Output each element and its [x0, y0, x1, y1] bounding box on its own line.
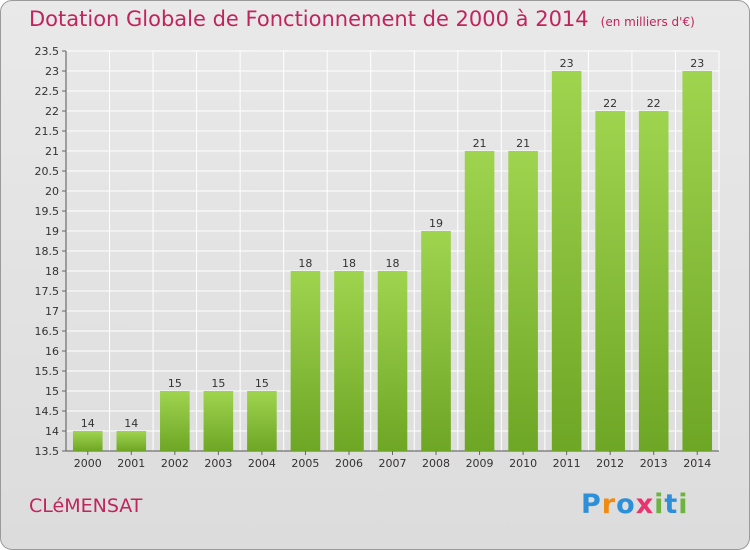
y-tick-label: 18.5	[35, 245, 60, 258]
y-tick-label: 23.5	[35, 45, 60, 58]
logo-letter: x	[635, 489, 655, 520]
y-tick-label: 22.5	[35, 85, 60, 98]
proxiti-logo: Proxiti	[581, 489, 689, 520]
bar	[595, 111, 625, 451]
logo-letter: i	[654, 489, 665, 520]
y-tick-label: 21.5	[35, 125, 60, 138]
bar	[72, 431, 103, 451]
bar-value-label: 14	[124, 417, 138, 430]
y-tick-label: 16.5	[35, 325, 60, 338]
bar-value-label: 21	[473, 137, 487, 150]
y-tick-label: 23	[45, 65, 59, 78]
chart-title: Dotation Globale de Fonctionnement de 20…	[29, 7, 695, 31]
bar-value-label: 22	[647, 97, 661, 110]
x-tick-label: 2008	[422, 457, 450, 470]
y-tick-label: 17.5	[35, 285, 60, 298]
y-tick-label: 19.5	[35, 205, 60, 218]
y-tick-label: 21	[45, 145, 59, 158]
logo-letter: t	[664, 489, 679, 520]
x-tick-label: 2011	[553, 457, 581, 470]
bar-value-label: 22	[603, 97, 617, 110]
unit-text: (en milliers d'€)	[600, 15, 695, 29]
x-tick-label: 2000	[74, 457, 102, 470]
x-tick-label: 2012	[596, 457, 624, 470]
bar	[638, 111, 669, 451]
bar-value-label: 15	[255, 377, 269, 390]
commune-name: CLéMENSAT	[29, 495, 143, 517]
y-tick-label: 17	[45, 305, 59, 318]
x-tick-label: 2004	[248, 457, 276, 470]
x-tick-label: 2014	[683, 457, 711, 470]
y-tick-label: 14.5	[35, 405, 60, 418]
bar-value-label: 18	[386, 257, 400, 270]
bar-value-label: 14	[81, 417, 95, 430]
bar-value-label: 18	[342, 257, 356, 270]
bar	[334, 271, 364, 451]
bar	[160, 391, 190, 451]
bar	[508, 151, 538, 451]
y-tick-label: 16	[45, 345, 59, 358]
bar	[377, 271, 408, 451]
logo-letter: r	[601, 489, 617, 520]
bar-value-label: 23	[560, 57, 574, 70]
bar	[290, 271, 321, 451]
x-tick-label: 2009	[466, 457, 494, 470]
x-tick-label: 2013	[640, 457, 668, 470]
y-tick-label: 19	[45, 225, 59, 238]
bar	[682, 71, 713, 451]
y-tick-label: 20	[45, 185, 59, 198]
y-tick-label: 18	[45, 265, 59, 278]
bar-value-label: 21	[516, 137, 530, 150]
x-tick-label: 2001	[117, 457, 145, 470]
x-tick-label: 2010	[509, 457, 537, 470]
x-tick-label: 2005	[291, 457, 319, 470]
bar-value-label: 15	[168, 377, 182, 390]
bar-value-label: 19	[429, 217, 443, 230]
x-tick-label: 2002	[161, 457, 189, 470]
x-tick-label: 2003	[204, 457, 232, 470]
bar	[551, 71, 582, 451]
x-tick-label: 2007	[379, 457, 407, 470]
y-tick-label: 22	[45, 105, 59, 118]
y-tick-label: 20.5	[35, 165, 60, 178]
bar-value-label: 23	[690, 57, 704, 70]
title-text: Dotation Globale de Fonctionnement de 20…	[29, 7, 589, 31]
logo-letter: o	[616, 489, 636, 520]
bar	[116, 431, 147, 451]
y-tick-label: 13.5	[35, 445, 60, 458]
y-tick-label: 15.5	[35, 365, 60, 378]
logo-letter: i	[678, 489, 689, 520]
bar	[421, 231, 451, 451]
bar-value-label: 15	[211, 377, 225, 390]
logo-letter: P	[581, 489, 602, 520]
bar	[247, 391, 277, 451]
x-tick-label: 2006	[335, 457, 363, 470]
bar	[203, 391, 234, 451]
bar	[464, 151, 495, 451]
y-tick-label: 14	[45, 425, 59, 438]
y-tick-label: 15	[45, 385, 59, 398]
bar-value-label: 18	[298, 257, 312, 270]
